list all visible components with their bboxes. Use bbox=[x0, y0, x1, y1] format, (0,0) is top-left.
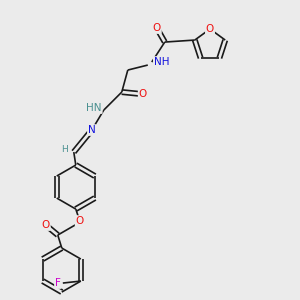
Text: O: O bbox=[206, 24, 214, 34]
Text: O: O bbox=[76, 216, 84, 226]
Text: F: F bbox=[55, 278, 61, 288]
Text: H: H bbox=[61, 145, 68, 154]
Text: O: O bbox=[42, 220, 50, 230]
Text: HN: HN bbox=[86, 103, 102, 113]
Text: N: N bbox=[88, 125, 96, 135]
Text: O: O bbox=[139, 89, 147, 99]
Text: NH: NH bbox=[154, 57, 169, 67]
Text: O: O bbox=[153, 23, 161, 33]
